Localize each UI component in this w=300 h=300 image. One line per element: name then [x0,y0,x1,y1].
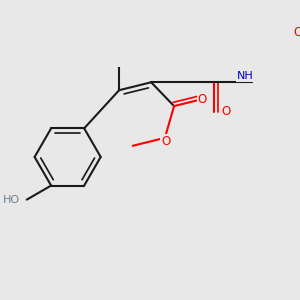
Text: O: O [294,26,300,39]
Text: O: O [221,105,231,118]
Text: HO: HO [3,196,20,206]
Text: NH: NH [237,71,254,81]
Text: O: O [198,94,207,106]
Text: O: O [161,135,170,148]
